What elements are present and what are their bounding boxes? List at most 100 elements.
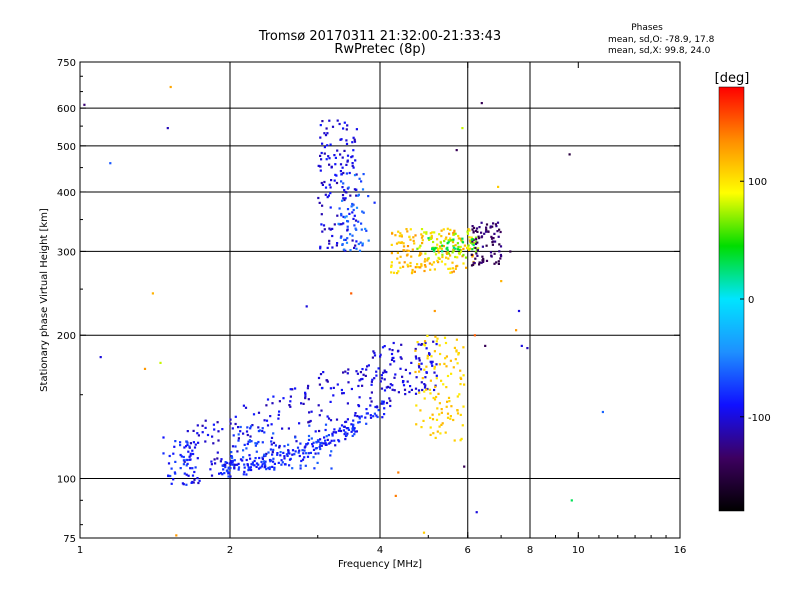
data-point: [418, 391, 421, 394]
data-point: [431, 231, 434, 234]
data-point: [446, 416, 450, 419]
data-point: [315, 447, 318, 450]
data-point: [391, 384, 394, 387]
data-point: [321, 120, 324, 123]
data-point: [484, 344, 487, 347]
data-point: [251, 424, 254, 427]
data-point: [454, 232, 457, 235]
colorbar-tick-label: -100: [748, 413, 771, 424]
data-point: [185, 473, 188, 476]
data-point: [189, 454, 192, 457]
data-point: [355, 247, 358, 250]
data-point: [394, 494, 397, 497]
data-point: [424, 384, 427, 387]
data-point: [352, 419, 355, 422]
data-point: [426, 259, 429, 262]
data-point: [250, 463, 253, 466]
data-point: [478, 226, 481, 229]
data-point: [329, 419, 333, 422]
data-point: [470, 253, 473, 256]
data-point: [493, 232, 496, 235]
data-point: [333, 439, 336, 442]
data-point: [431, 247, 434, 251]
data-point: [269, 460, 272, 463]
data-point: [445, 365, 448, 368]
data-point: [454, 358, 457, 361]
data-point: [364, 416, 367, 419]
data-point: [352, 217, 355, 220]
data-point: [357, 193, 360, 196]
data-point: [452, 246, 455, 249]
data-point: [288, 452, 291, 455]
data-point: [393, 376, 396, 379]
data-point: [423, 386, 427, 389]
data-point: [289, 388, 292, 391]
data-point: [287, 449, 290, 452]
data-point: [431, 364, 434, 367]
data-point: [329, 192, 332, 195]
data-point: [499, 257, 502, 260]
data-point: [329, 143, 332, 146]
data-point: [346, 432, 349, 435]
data-point: [434, 247, 437, 250]
data-point: [291, 449, 295, 452]
data-point: [402, 242, 405, 245]
data-point: [365, 368, 368, 371]
data-point: [328, 119, 331, 122]
data-point: [307, 434, 311, 438]
data-point: [291, 453, 294, 456]
data-point: [326, 132, 329, 135]
data-point: [455, 265, 458, 268]
data-point: [450, 405, 453, 408]
data-point: [304, 392, 307, 396]
data-point: [261, 457, 264, 460]
data-point: [273, 466, 276, 469]
data-point: [357, 421, 360, 424]
data-point: [371, 378, 374, 381]
data-point: [429, 236, 432, 239]
data-point: [351, 155, 354, 158]
data-point: [342, 127, 345, 130]
data-point: [390, 243, 393, 246]
data-point: [234, 445, 237, 448]
data-point: [281, 461, 284, 464]
data-point: [317, 164, 320, 167]
data-point: [198, 479, 201, 482]
data-point: [423, 383, 426, 386]
data-point: [393, 271, 396, 274]
data-point: [249, 427, 252, 430]
data-point: [364, 374, 367, 377]
data-point: [262, 460, 265, 463]
data-point: [224, 466, 227, 469]
data-point: [320, 223, 323, 226]
data-point: [355, 240, 358, 243]
data-point: [345, 139, 348, 142]
data-point: [317, 440, 320, 443]
data-point: [425, 231, 428, 234]
data-point: [443, 362, 446, 365]
data-point: [402, 265, 405, 268]
chart-subtitle: RwPretec (8p): [334, 42, 425, 57]
data-point: [381, 416, 384, 419]
data-point: [440, 379, 443, 382]
data-point: [380, 374, 383, 377]
data-point: [418, 359, 421, 362]
data-point: [217, 430, 220, 433]
data-point: [182, 455, 185, 459]
data-point: [455, 149, 458, 152]
data-point: [394, 373, 397, 376]
data-point: [423, 260, 426, 263]
data-point: [325, 127, 328, 130]
data-point: [493, 252, 496, 255]
data-point: [446, 249, 449, 252]
data-point: [279, 451, 282, 454]
data-point: [307, 452, 310, 455]
data-point: [456, 256, 459, 259]
data-point: [365, 412, 368, 415]
data-point: [389, 383, 392, 386]
data-point: [424, 376, 427, 379]
data-point: [397, 349, 400, 352]
data-point: [461, 241, 465, 244]
data-point: [352, 429, 356, 432]
data-point: [167, 462, 171, 465]
